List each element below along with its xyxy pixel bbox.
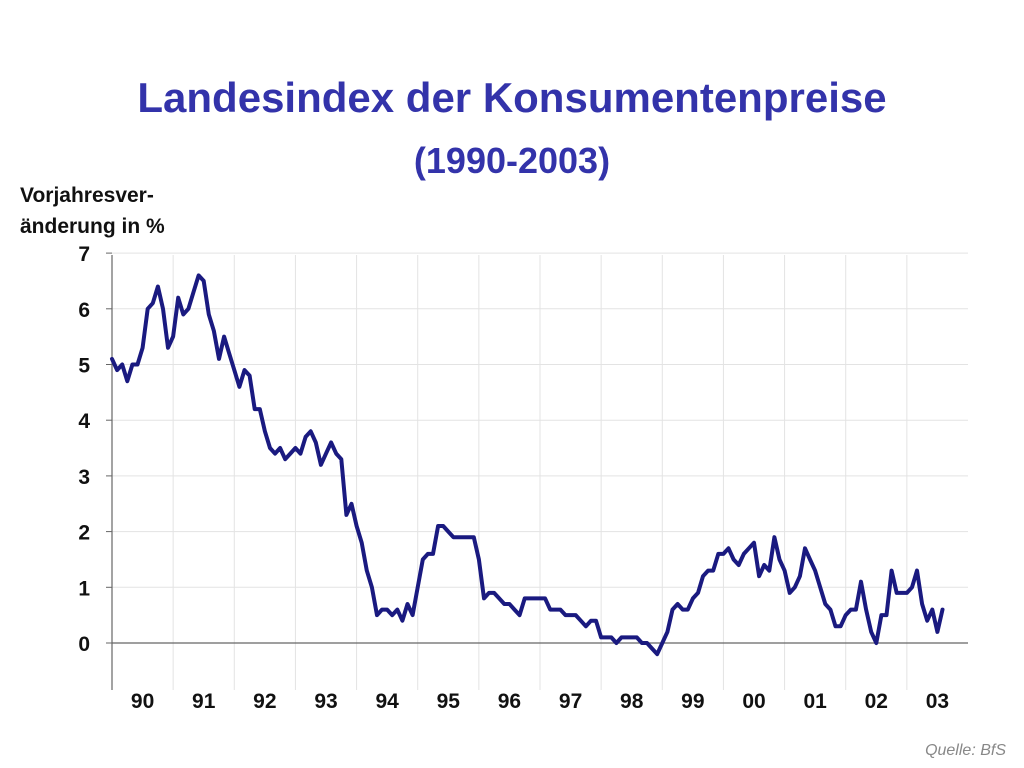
y-axis-label-line-1: Vorjahresver- xyxy=(20,184,154,207)
y-tick-label: 0 xyxy=(78,633,90,656)
x-tick-label: 91 xyxy=(192,690,216,713)
y-tick-labels: 0 1 2 3 4 5 6 7 xyxy=(78,243,90,656)
chart-subtitle: (1990-2003) xyxy=(413,140,611,181)
source-note: Quelle: BfS xyxy=(925,742,1006,759)
x-tick-label: 99 xyxy=(681,690,704,713)
x-tick-label: 97 xyxy=(559,690,582,713)
y-axis-label-line-2: änderung in % xyxy=(20,215,165,238)
y-axis-label: Vorjahresver- änderung in % xyxy=(20,180,165,242)
y-tick-label: 3 xyxy=(78,466,90,489)
x-tick-label: 98 xyxy=(620,690,644,713)
x-tick-label: 03 xyxy=(926,690,949,713)
x-tick-label: 94 xyxy=(375,690,399,713)
y-tick-label: 5 xyxy=(78,355,90,378)
y-tick-label: 6 xyxy=(78,299,90,322)
axes xyxy=(106,252,968,690)
x-tick-labels: 90 91 92 93 94 95 96 97 98 99 00 01 02 03 xyxy=(131,690,949,713)
chart-title: Landesindex der Konsumentenpreise xyxy=(137,74,887,121)
x-tick-label: 01 xyxy=(803,690,827,713)
x-tick-label: 02 xyxy=(865,690,888,713)
x-tick-label: 95 xyxy=(437,690,461,713)
x-tick-label: 00 xyxy=(742,690,765,713)
x-tick-label: 90 xyxy=(131,690,154,713)
x-tick-label: 93 xyxy=(314,690,337,713)
y-tick-label: 1 xyxy=(78,577,90,600)
x-tick-label: 96 xyxy=(498,690,521,713)
x-tick-label: 92 xyxy=(253,690,276,713)
y-tick-label: 4 xyxy=(78,410,90,433)
y-tick-label: 7 xyxy=(78,243,90,266)
series-line xyxy=(110,273,945,657)
y-tick-label: 2 xyxy=(78,522,90,545)
plot-area xyxy=(110,273,945,657)
